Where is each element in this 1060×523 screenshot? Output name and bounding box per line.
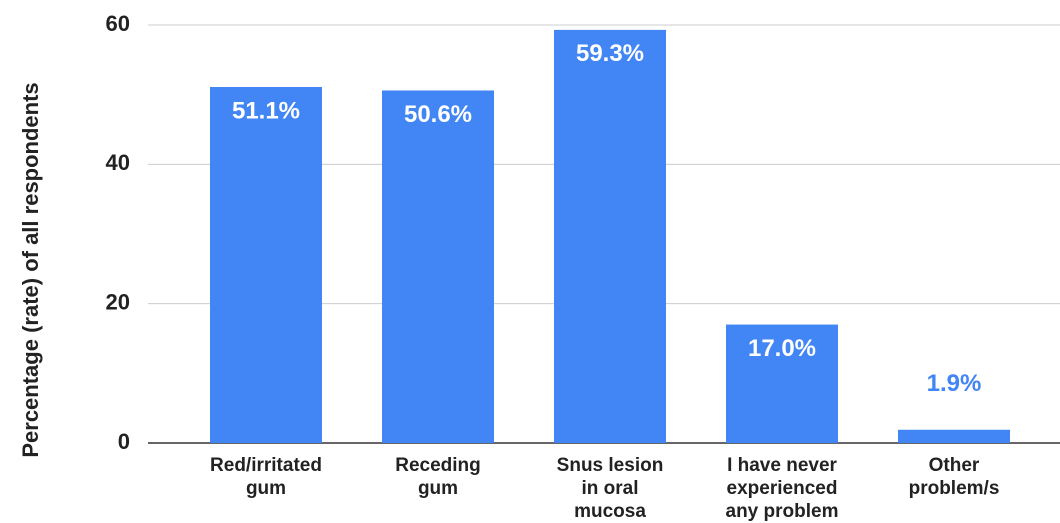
data-label: 1.9%	[927, 370, 982, 397]
x-tick-label-line: in oral	[581, 478, 638, 499]
data-label: 17.0%	[748, 335, 816, 362]
data-label: 50.6%	[404, 101, 472, 128]
y-tick-label: 60	[106, 11, 130, 36]
data-label: 59.3%	[576, 40, 644, 67]
data-label: 51.1%	[232, 97, 300, 124]
bar	[382, 90, 494, 443]
bar	[210, 87, 322, 444]
x-tick-label-line: any problem	[726, 501, 839, 522]
y-tick-label: 20	[106, 289, 130, 314]
x-tick-label: Red/irritated gum	[210, 455, 322, 499]
x-tick-label-line: mucosa	[574, 501, 646, 522]
x-tick-label: Other problem/s	[909, 455, 1000, 499]
x-tick-label: Receding gum	[395, 455, 481, 499]
x-tick-label: I have never experienced any problem	[726, 455, 839, 522]
x-tick-label-line: gum	[418, 478, 458, 499]
x-tick-label-line: gum	[246, 478, 286, 499]
y-axis-title: Percentage (rate) of all respondents	[18, 82, 43, 457]
bar	[898, 429, 1010, 443]
y-tick-label: 40	[106, 150, 130, 175]
x-tick-label-line: Snus lesion	[557, 455, 664, 476]
x-tick-label-line: experienced	[727, 478, 838, 499]
y-tick-label: 0	[118, 429, 130, 454]
bar	[554, 29, 666, 443]
x-tick-label-line: problem/s	[909, 478, 1000, 499]
x-tick-label-line: Other	[929, 455, 980, 476]
x-tick-label-line: I have never	[727, 455, 837, 476]
x-tick-label-line: Receding	[395, 455, 481, 476]
x-tick-label-line: Red/irritated	[210, 455, 322, 476]
x-tick-label: Snus lesion in oral mucosa	[557, 455, 664, 522]
bar	[726, 324, 838, 443]
